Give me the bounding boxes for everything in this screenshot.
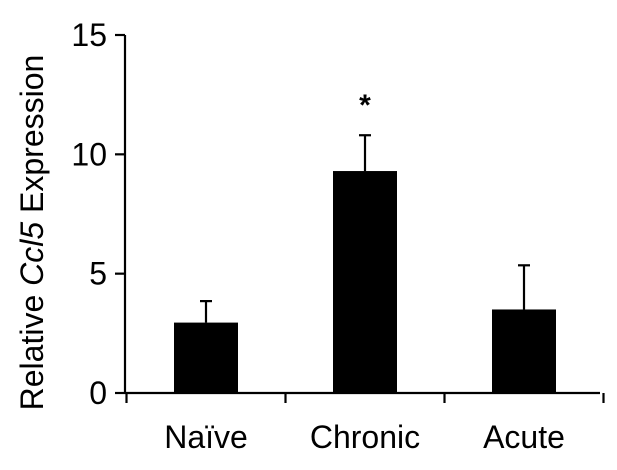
significance-marker: * bbox=[359, 89, 371, 122]
y-tick-label: 0 bbox=[89, 375, 107, 411]
x-ticks: Naïve Chronic Acute bbox=[125, 393, 605, 455]
x-tick-label: Acute bbox=[483, 419, 565, 455]
error-bars bbox=[200, 134, 530, 323]
bar bbox=[492, 309, 556, 393]
bar bbox=[174, 322, 238, 393]
annotations: * bbox=[359, 89, 371, 122]
bar bbox=[333, 171, 397, 393]
y-axis-title-suffix: Expression bbox=[14, 55, 50, 222]
bars bbox=[174, 171, 556, 393]
y-tick-label: 5 bbox=[89, 256, 107, 292]
x-tick-label: Naïve bbox=[164, 419, 248, 455]
y-tick-label: 10 bbox=[71, 136, 107, 172]
y-tick-label: 15 bbox=[71, 17, 107, 53]
x-tick-label: Chronic bbox=[310, 419, 420, 455]
y-axis-title-prefix: Relative bbox=[14, 286, 50, 411]
y-ticks: 0 5 10 15 bbox=[71, 17, 125, 411]
y-axis-title-gene: Ccl5 bbox=[14, 222, 50, 286]
y-axis-title: Relative Ccl5 Expression bbox=[14, 55, 50, 411]
